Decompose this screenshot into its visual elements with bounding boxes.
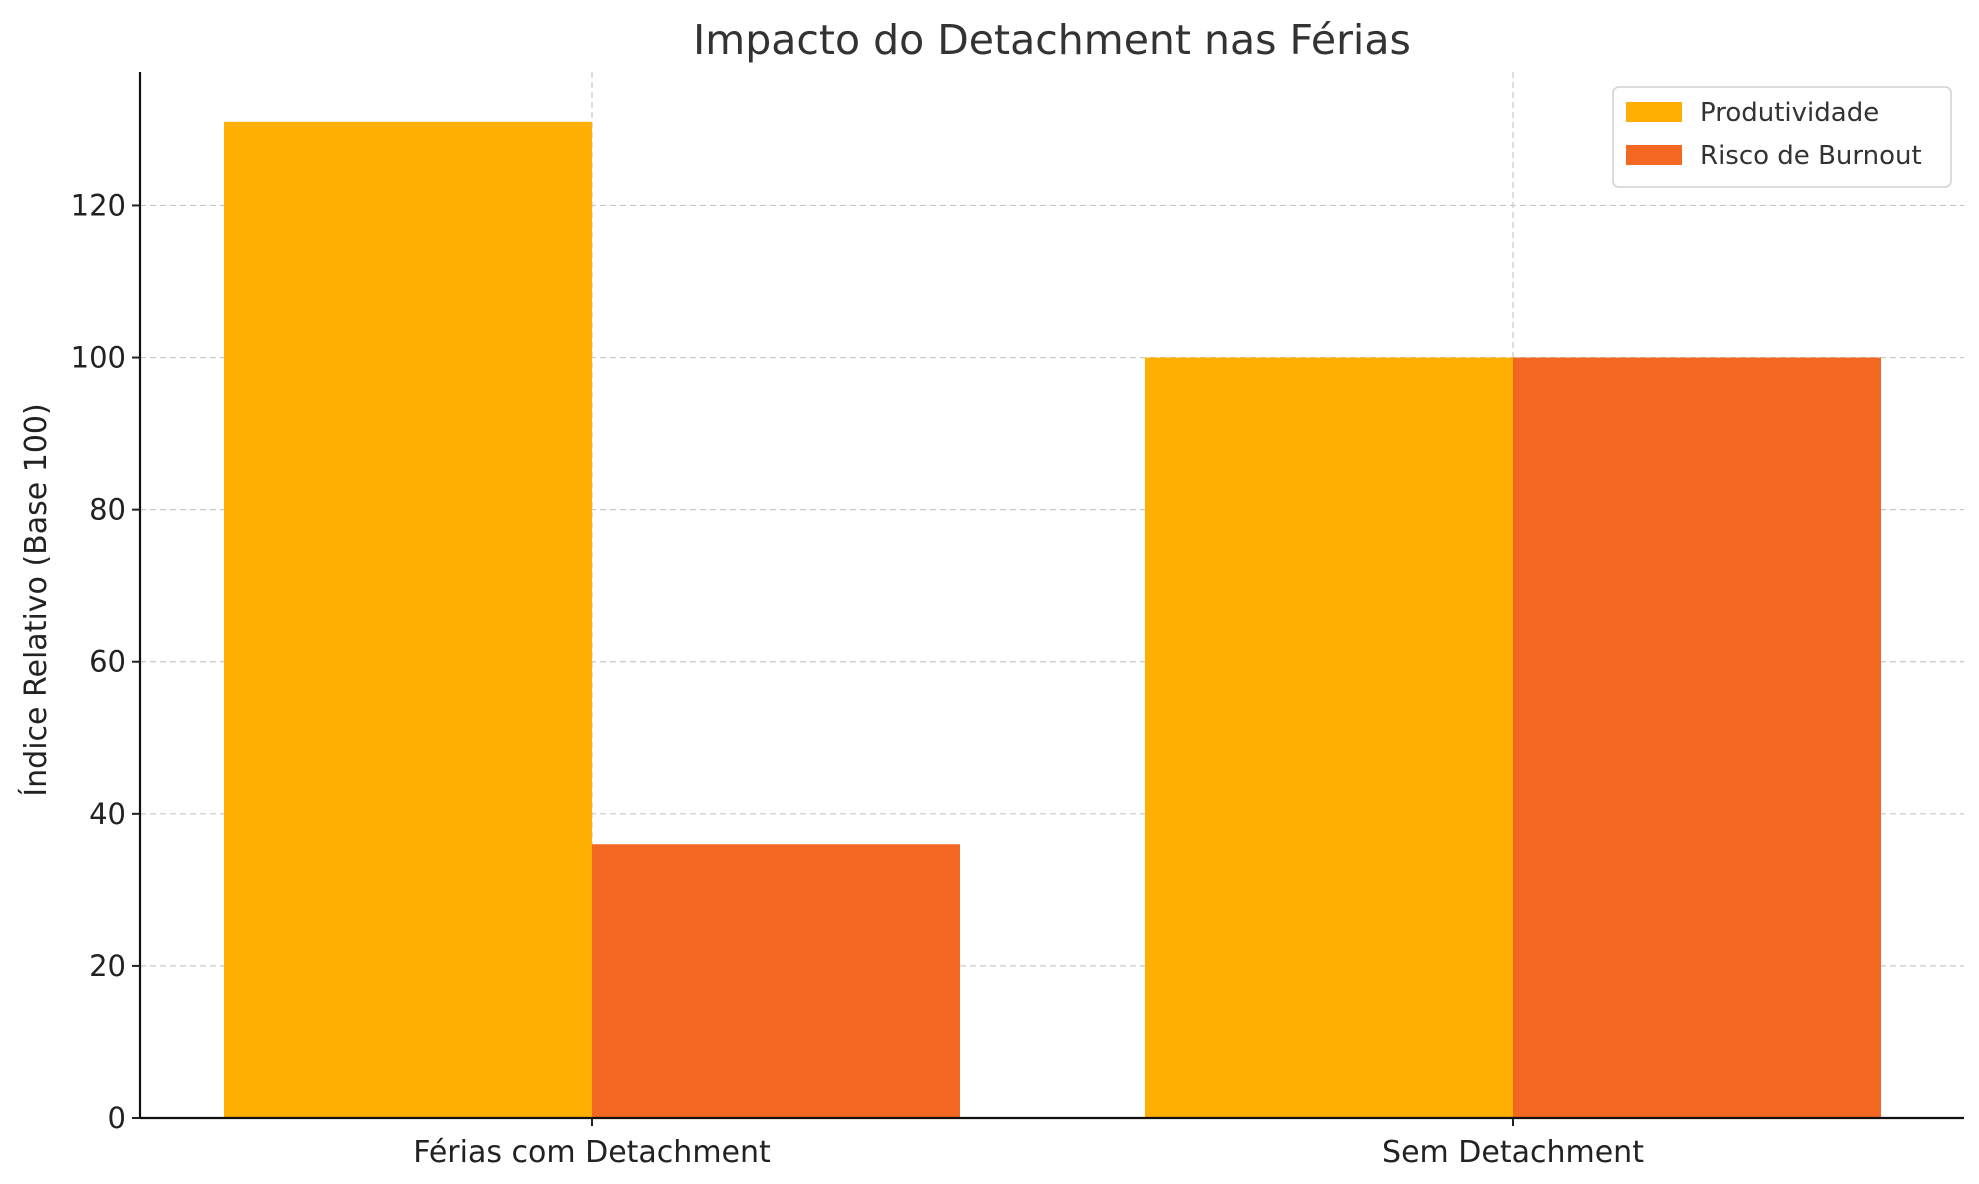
legend-label: Produtividade (1700, 98, 1879, 128)
legend: Produtividade Risco de Burnout (1612, 86, 1952, 188)
y-tick-label: 120 (71, 188, 126, 222)
legend-label: Risco de Burnout (1700, 141, 1922, 171)
chart-title: Impacto do Detachment nas Férias (693, 16, 1411, 64)
bar-risco-de-burnout (592, 844, 960, 1118)
bar-risco-de-burnout (1513, 357, 1881, 1118)
y-tick-label: 100 (71, 341, 126, 375)
legend-box (1612, 86, 1952, 188)
x-tick-label: Sem Detachment (1382, 1135, 1644, 1170)
y-tick-label: 60 (89, 645, 126, 679)
x-tick-label: Férias com Detachment (413, 1135, 771, 1170)
bars (224, 121, 1881, 1119)
axes (138, 72, 1964, 1120)
legend-swatch (1626, 102, 1682, 122)
bar-produtividade (1145, 357, 1513, 1118)
bar-produtividade (224, 121, 592, 1119)
tick-labels: 0 20 40 60 80 100 120 Férias com Detachment Sem … (71, 188, 1645, 1170)
y-axis-label: Índice Relativo (Base 100) (18, 403, 54, 796)
legend-swatch (1626, 145, 1682, 165)
y-tick-label: 20 (89, 949, 126, 983)
y-tick-label: 80 (89, 493, 126, 527)
y-tick-label: 40 (89, 797, 126, 831)
y-tick-label: 0 (108, 1101, 126, 1135)
